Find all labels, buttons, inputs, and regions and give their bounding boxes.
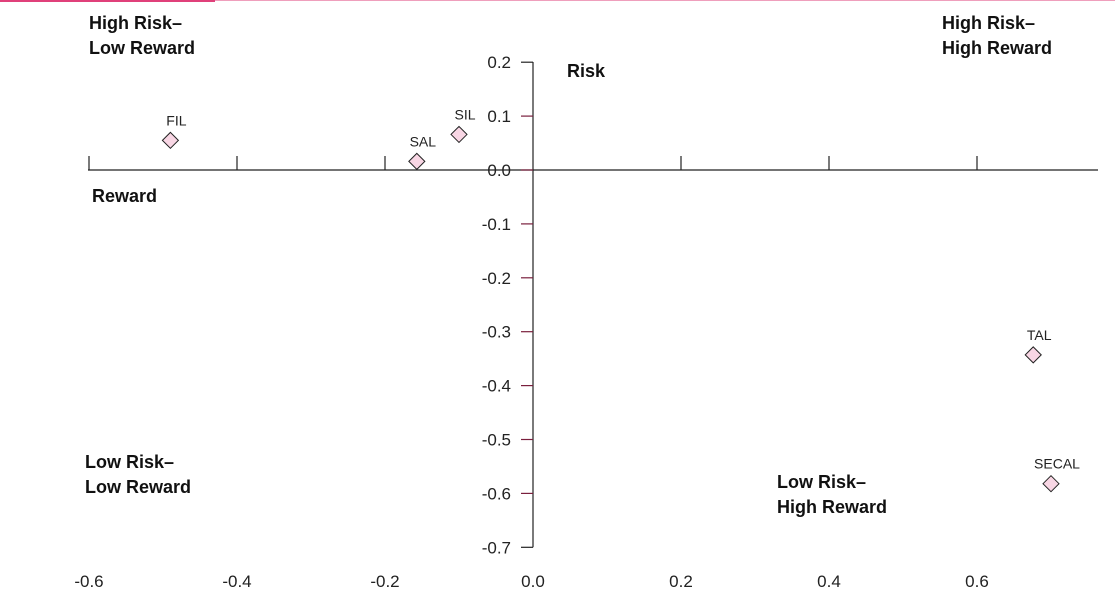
top-accent-bar <box>0 0 215 2</box>
quadrant-label-bl: Low Reward <box>85 477 191 497</box>
x-tick-label: 0.0 <box>521 572 545 591</box>
x-tick-label: -0.4 <box>222 572 251 591</box>
quadrant-label-tl: High Risk– <box>89 13 182 33</box>
data-point-fil <box>161 131 180 150</box>
quadrant-label-tr: High Risk– <box>942 13 1035 33</box>
quadrant-label-br: Low Risk– <box>777 472 866 492</box>
y-tick-label: -0.6 <box>482 484 511 503</box>
x-tick-label: 0.6 <box>965 572 989 591</box>
data-point-tal <box>1024 346 1042 364</box>
quadrant-label-br: High Reward <box>777 497 887 517</box>
quadrant-label-bl: Low Risk– <box>85 452 174 472</box>
x-tick-label: -0.2 <box>370 572 399 591</box>
top-rule <box>215 0 1115 1</box>
x-tick-label: -0.6 <box>74 572 103 591</box>
data-point-sil <box>450 125 468 144</box>
y-axis-title: Risk <box>567 61 606 81</box>
point-label-secal: SECAL <box>1034 456 1080 472</box>
x-axis-title: Reward <box>92 186 157 206</box>
data-point-secal <box>1042 474 1060 493</box>
x-tick-label: 0.2 <box>669 572 693 591</box>
y-tick-label: -0.5 <box>482 431 511 450</box>
y-tick-label: -0.4 <box>482 377 511 396</box>
data-point-sal <box>408 152 426 171</box>
y-tick-label: -0.3 <box>482 323 511 342</box>
y-tick-label: -0.1 <box>482 215 511 234</box>
point-label-tal: TAL <box>1027 327 1052 343</box>
point-label-sil: SIL <box>454 106 475 122</box>
y-tick-label: -0.7 <box>482 538 511 557</box>
point-label-sal: SAL <box>410 133 437 149</box>
quadrant-label-tr: High Reward <box>942 38 1052 58</box>
y-tick-label: -0.2 <box>482 269 511 288</box>
point-label-fil: FIL <box>166 112 186 128</box>
y-tick-label: 0.2 <box>487 53 511 72</box>
quadrant-label-tl: Low Reward <box>89 38 195 58</box>
x-tick-label: 0.4 <box>817 572 841 591</box>
y-tick-label: 0.0 <box>487 161 511 180</box>
y-tick-label: 0.1 <box>487 107 511 126</box>
